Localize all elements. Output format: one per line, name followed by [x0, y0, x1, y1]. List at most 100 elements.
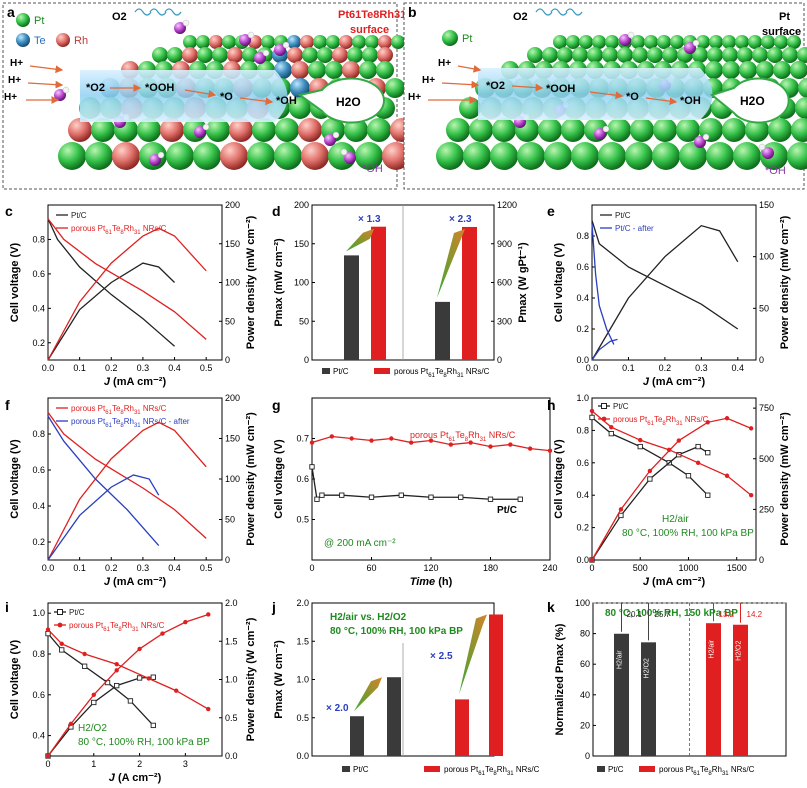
y-tick-label: 0.0 — [576, 555, 589, 565]
data-point — [45, 627, 51, 632]
pt-atom — [657, 35, 671, 49]
pt-atom — [274, 142, 302, 170]
legend-label: Pt/C — [333, 367, 349, 376]
y2-tick-label: 150 — [225, 434, 240, 444]
pt-atom — [490, 142, 518, 170]
y-tick-label: 0.8 — [32, 649, 45, 659]
h2o-product: H2O — [740, 94, 765, 108]
x-tick-label: 0.0 — [586, 363, 599, 373]
step-arrow — [589, 91, 624, 100]
hydrogen-atom — [157, 151, 165, 159]
series-line — [591, 416, 709, 496]
panel-label-g: g — [272, 397, 281, 413]
y-tick-label: 1.0 — [296, 675, 309, 685]
y-tick-label: 0.6 — [576, 458, 589, 468]
y2-tick-label: 750 — [759, 403, 774, 413]
hydrogen-atom — [262, 49, 270, 57]
pt-atom — [653, 118, 677, 142]
y2-tick-label: 50 — [225, 316, 235, 326]
legend-label: porous Pt61Te8Rh31 NRs/C — [613, 415, 709, 427]
oh-legend-label: *OH — [765, 165, 786, 177]
legend-swatch — [639, 766, 655, 772]
chart-title-line2: 80 °C, 100% RH, 100 kPa BP — [330, 626, 463, 637]
pt-atom — [247, 142, 275, 170]
pt-atom — [592, 35, 606, 49]
pt-atom — [579, 35, 593, 49]
y-tick-label: 0.8 — [576, 425, 589, 435]
data-point — [705, 420, 710, 425]
condition-gas: H2/O2 — [78, 723, 107, 734]
y2-tick-label: 300 — [497, 316, 512, 326]
data-point — [705, 492, 711, 498]
step-o2: *O2 — [86, 82, 105, 94]
reaction-path-band — [80, 70, 288, 122]
y2-axis-title: Pmax (W gPt⁻¹) — [517, 242, 529, 323]
pt-atom — [91, 118, 115, 142]
pt-atom — [571, 142, 599, 170]
step-ooh: *OOH — [546, 83, 575, 95]
pt-atom — [317, 47, 333, 63]
y-axis-title: Cell voltage (V) — [273, 439, 285, 519]
y-tick-label: 0.8 — [32, 234, 45, 244]
data-point — [589, 557, 595, 563]
y-tick-label: 0.4 — [576, 490, 589, 500]
hplus-label: H+ — [10, 58, 23, 69]
pt-atom — [647, 47, 663, 63]
y2-tick-label: 100 — [225, 278, 240, 288]
bar — [489, 614, 503, 756]
pt-atom — [670, 35, 684, 49]
x-tick-label: 1 — [91, 759, 96, 769]
surface-title-line1: Pt61Te8Rh31 — [338, 9, 406, 21]
x-tick-label: 0.1 — [622, 363, 635, 373]
oh-legend-icon — [344, 152, 356, 164]
x-tick-label: 240 — [542, 563, 557, 573]
x-tick-label: 0 — [45, 759, 50, 769]
rh-atom — [287, 47, 303, 63]
legend-label: Pt/C — [615, 211, 631, 220]
pt-atom — [359, 61, 377, 79]
enhancement-factor: × 2.5 — [430, 651, 453, 662]
x-tick-label: 0.0 — [42, 363, 55, 373]
pt-atom — [196, 35, 210, 49]
step-arrow — [184, 89, 217, 98]
pt-atom — [696, 35, 710, 49]
x-tick-label: 0.4 — [732, 363, 745, 373]
pt-atom — [212, 47, 228, 63]
step-o: *O — [220, 91, 233, 103]
y-tick-label: 0 — [585, 751, 590, 761]
y2-tick-label: 0 — [497, 355, 502, 365]
legend-label: Pt/C — [353, 765, 369, 774]
surface-title-line2: surface — [762, 26, 801, 38]
pt-atom — [787, 142, 807, 170]
data-point — [609, 424, 614, 430]
x-tick-label: 1000 — [678, 563, 698, 573]
plot-frame — [591, 204, 757, 361]
pt-atom — [679, 142, 707, 170]
x-tick-label: 0.4 — [168, 363, 181, 373]
data-point — [91, 699, 97, 706]
legend-label: porous Pt61Te8Rh31 NRs/C — [659, 765, 755, 777]
hydrogen-atom — [602, 125, 610, 133]
data-point — [183, 619, 188, 625]
series-line — [47, 474, 160, 561]
panel-label-h: h — [547, 397, 556, 413]
step-o2: *O2 — [486, 80, 505, 92]
legend-marker — [57, 622, 63, 628]
proton-arrow — [441, 80, 480, 89]
legend-label: porous Pt61Te8Rh31 NRs/C — [394, 367, 490, 379]
increase-arrow-icon — [437, 228, 465, 298]
y2-tick-label: 600 — [497, 278, 512, 288]
rh-atom — [209, 35, 223, 49]
increase-arrow-icon — [459, 614, 487, 695]
loss-value: 14.2 — [747, 610, 763, 619]
oh-adsorbate — [239, 34, 251, 46]
pt-atom — [252, 118, 276, 142]
y-tick-label: 0.4 — [32, 303, 45, 313]
pt-atom — [737, 47, 753, 63]
y-tick-label: 200 — [294, 200, 309, 210]
legend-pt: Pt — [34, 15, 44, 27]
chart-panel-j: j 0.0 0.5 1.0 1.5 2.0 Pmax (W cm⁻²) H2/air vs. … — [271, 598, 540, 777]
pt-atom — [222, 35, 236, 49]
x-tick-label: 0.1 — [73, 363, 86, 373]
reaction-path-band — [478, 68, 713, 120]
